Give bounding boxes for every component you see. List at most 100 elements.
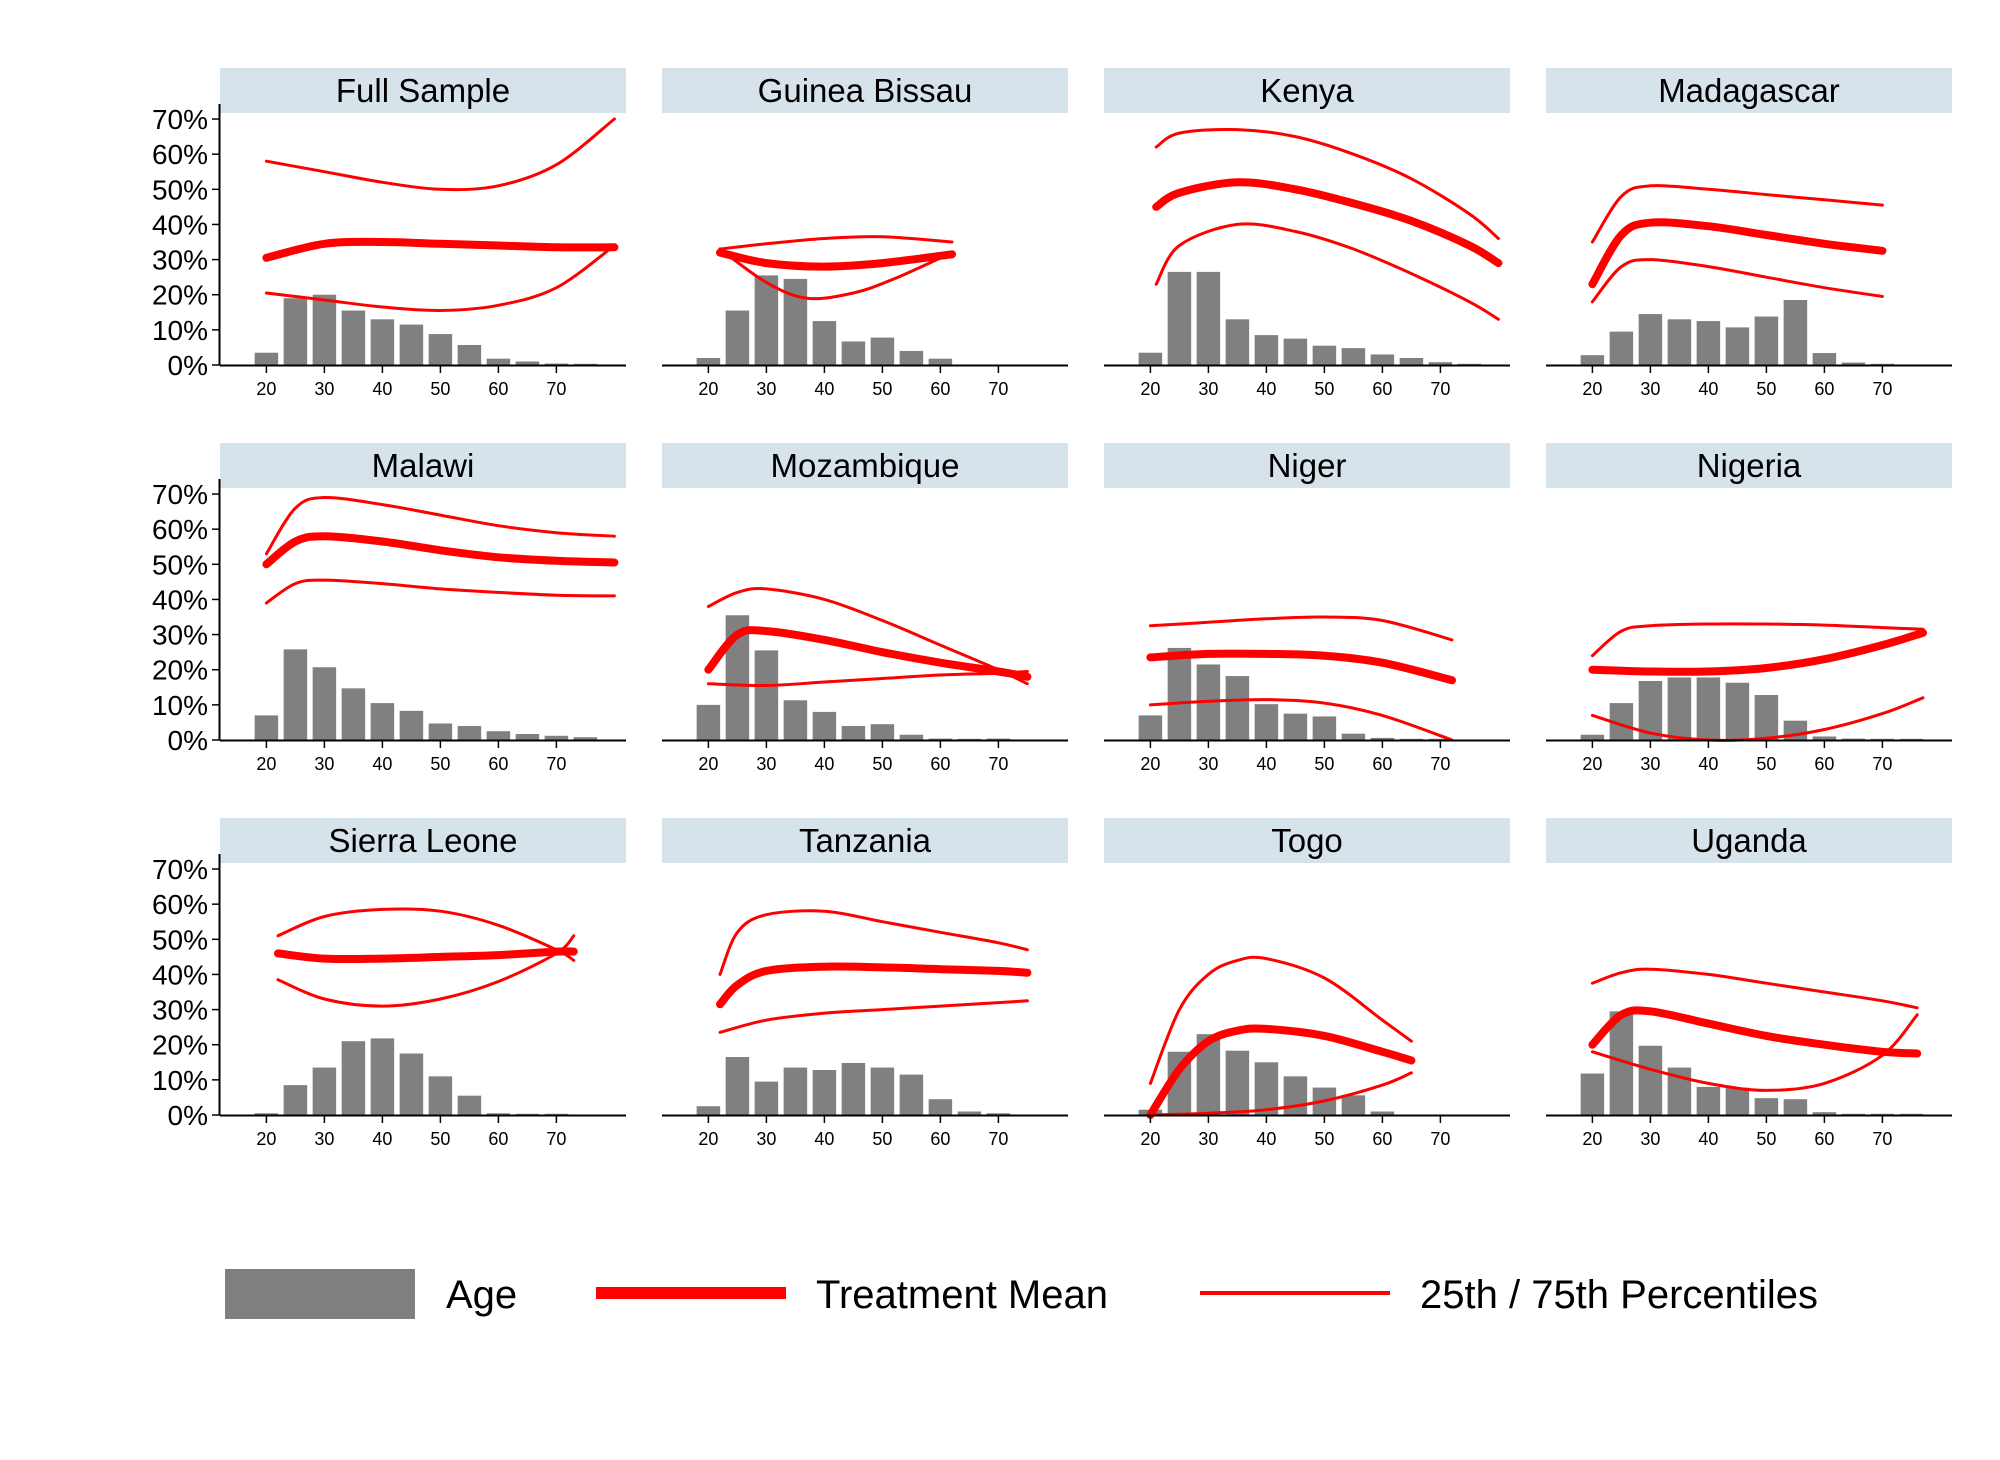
age-bar	[1254, 1062, 1279, 1115]
percentile-75-line	[718, 909, 1029, 976]
panel-title-strip	[1546, 68, 1952, 113]
age-bar	[783, 1067, 808, 1115]
legend-swatch-age	[225, 1269, 415, 1319]
y-tick-label: 30%	[152, 620, 208, 651]
x-tick-label: 40	[372, 379, 392, 399]
x-tick-label: 50	[872, 1129, 892, 1149]
age-bar	[841, 1062, 866, 1115]
age-bar	[1167, 647, 1192, 740]
panel-title: Madagascar	[1658, 72, 1840, 109]
panel-title: Mozambique	[771, 447, 960, 484]
age-bar	[283, 649, 308, 740]
age-bar	[1696, 321, 1721, 365]
percentile-75-line	[1590, 622, 1925, 658]
age-bar	[725, 615, 750, 740]
y-tick-label: 70%	[152, 854, 208, 885]
age-bar	[1225, 1050, 1250, 1115]
age-bar	[1783, 1099, 1808, 1115]
age-bar	[283, 298, 308, 365]
y-tick-label: 10%	[152, 690, 208, 721]
age-bar	[1725, 682, 1750, 740]
x-tick-label: 20	[698, 379, 718, 399]
percentile-25-line	[1590, 258, 1884, 304]
treatment-mean-line	[716, 962, 1032, 1009]
age-bar	[1341, 733, 1366, 740]
age-bar	[841, 725, 866, 740]
x-tick-label: 20	[1582, 754, 1602, 774]
age-bar	[696, 357, 721, 365]
panel-title-strip	[220, 68, 626, 113]
age-bar	[870, 1067, 895, 1115]
x-tick-label: 50	[872, 379, 892, 399]
y-tick-label: 40%	[152, 584, 208, 615]
x-tick-label: 70	[1872, 379, 1892, 399]
y-tick-label: 40%	[152, 959, 208, 990]
percentile-75-line	[1148, 615, 1454, 642]
age-bar	[544, 363, 569, 365]
x-tick-label: 60	[1372, 1129, 1392, 1149]
x-tick-label: 70	[1430, 379, 1450, 399]
legend-label-age: Age	[446, 1273, 517, 1317]
age-bar	[1870, 738, 1895, 740]
age-bar	[928, 358, 953, 365]
x-tick-label: 40	[1698, 379, 1718, 399]
age-bar	[1138, 715, 1163, 740]
y-tick-label: 10%	[152, 315, 208, 346]
x-tick-label: 50	[1314, 754, 1334, 774]
age-bar	[1609, 331, 1634, 365]
age-bar	[457, 725, 482, 740]
x-tick-label: 50	[430, 379, 450, 399]
age-bar	[1783, 299, 1808, 365]
x-tick-label: 30	[1198, 1129, 1218, 1149]
age-bar	[1696, 1086, 1721, 1115]
percentile-75-line	[264, 495, 616, 556]
x-tick-label: 30	[1640, 754, 1660, 774]
panel-title: Guinea Bissau	[758, 72, 973, 109]
y-tick-label: 10%	[152, 1065, 208, 1096]
y-tick-label: 30%	[152, 245, 208, 276]
age-bar	[312, 667, 337, 740]
percentile-25-line	[1590, 696, 1925, 742]
age-bar	[1225, 319, 1250, 365]
x-tick-label: 70	[1872, 1129, 1892, 1149]
y-tick-label: 40%	[152, 209, 208, 240]
y-tick-label: 50%	[152, 924, 208, 955]
age-bar	[754, 1081, 779, 1115]
age-bar	[1725, 1087, 1750, 1115]
panel-nigeria: Nigeria 20 30 40 50 60 70	[1546, 443, 1952, 774]
x-tick-label: 20	[1140, 754, 1160, 774]
age-bar	[515, 361, 540, 365]
panel-title-strip	[1104, 68, 1510, 113]
age-bar	[1428, 738, 1453, 740]
age-bar	[254, 1113, 279, 1115]
x-tick-label: 20	[1582, 379, 1602, 399]
age-bar	[1167, 271, 1192, 365]
age-bar	[1812, 1112, 1837, 1115]
x-tick-label: 20	[256, 379, 276, 399]
age-bar	[1254, 335, 1279, 365]
panel-uganda: Uganda 20 30 40 50 60 70	[1546, 818, 1952, 1149]
x-tick-label: 30	[756, 1129, 776, 1149]
age-bar	[1580, 734, 1605, 740]
age-bar	[1638, 1045, 1663, 1115]
age-bar	[370, 703, 395, 740]
y-tick-label: 60%	[152, 139, 208, 170]
panel-kenya: Kenya 20 30 40 50 60 70	[1104, 68, 1510, 399]
x-tick-label: 40	[1698, 1129, 1718, 1149]
treatment-mean-line	[704, 626, 1032, 681]
age-bar	[370, 1038, 395, 1115]
x-tick-label: 40	[372, 1129, 392, 1149]
x-tick-label: 40	[814, 754, 834, 774]
y-tick-label: 20%	[152, 280, 208, 311]
percentile-25-line	[1148, 1071, 1413, 1117]
x-tick-label: 30	[314, 1129, 334, 1149]
treatment-mean-line	[1588, 628, 1927, 676]
panel-title-strip	[1104, 818, 1510, 863]
percentile-25-line	[1148, 698, 1454, 742]
x-tick-label: 30	[756, 754, 776, 774]
panel-title: Sierra Leone	[329, 822, 518, 859]
treatment-mean-line	[1588, 218, 1887, 289]
age-bar	[1341, 348, 1366, 365]
age-bar	[1899, 1113, 1924, 1115]
